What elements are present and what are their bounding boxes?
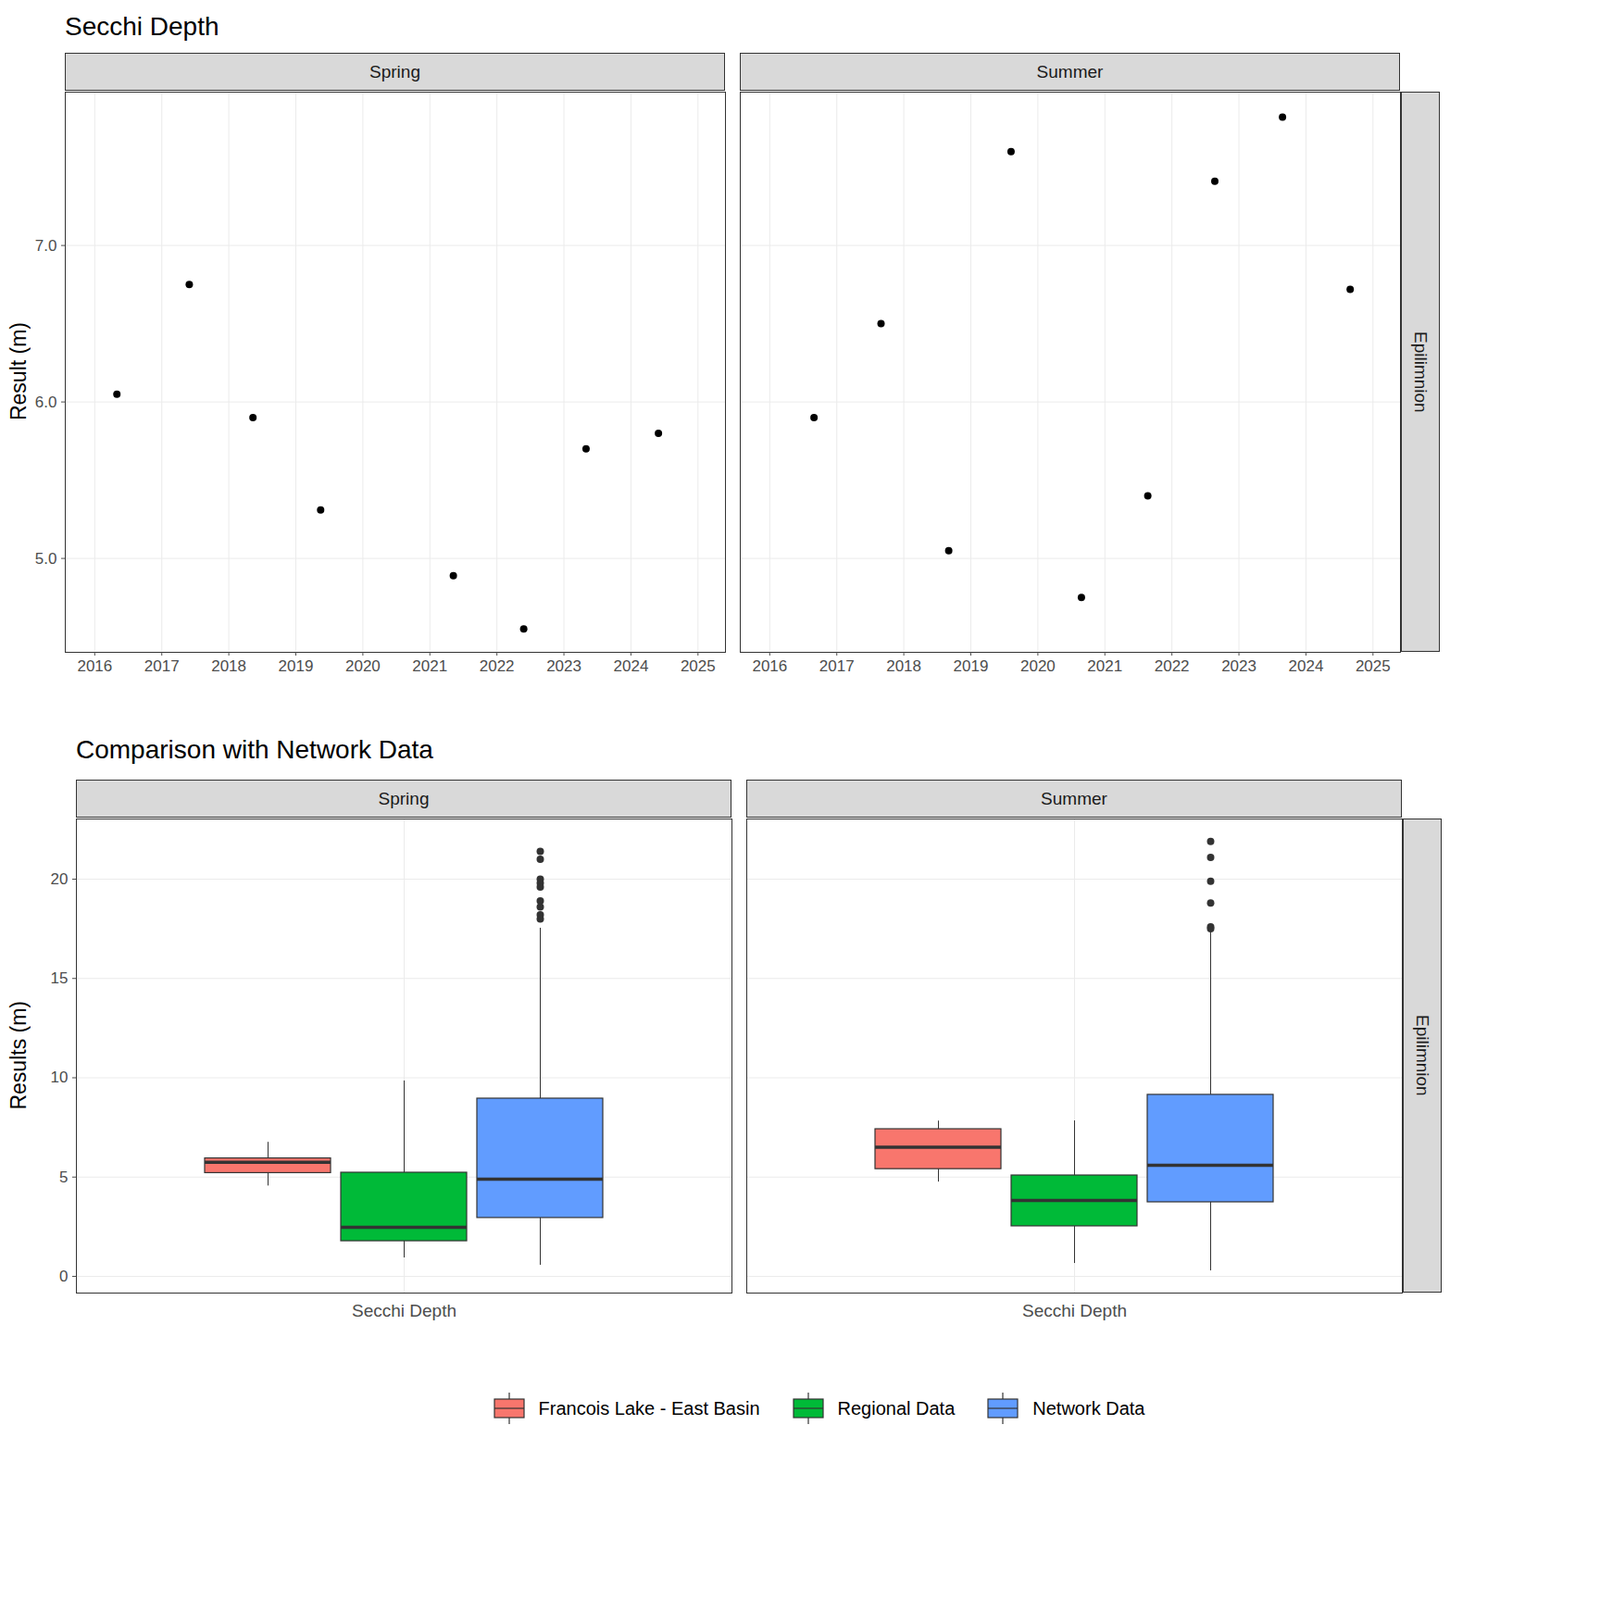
svg-text:2023: 2023 xyxy=(1221,657,1257,675)
svg-text:0: 0 xyxy=(59,1267,68,1286)
svg-text:Secchi Depth: Secchi Depth xyxy=(1022,1300,1127,1321)
html-text:Francois Lake - East Basin: Francois Lake - East Basin xyxy=(538,1397,760,1419)
svg-text:2023: 2023 xyxy=(546,657,582,675)
svg-text:2019: 2019 xyxy=(278,657,314,675)
svg-text:2022: 2022 xyxy=(1154,657,1190,675)
svg-text:2018: 2018 xyxy=(211,657,247,675)
html-text:Epilimnion: Epilimnion xyxy=(1412,1015,1433,1097)
html-text:Result (m): Result (m) xyxy=(6,322,31,421)
html-text:Network Data: Network Data xyxy=(1032,1397,1145,1419)
html-text:Summer: Summer xyxy=(1036,61,1104,82)
svg-text:2024: 2024 xyxy=(1288,657,1325,675)
html-text:Results (m): Results (m) xyxy=(6,1001,31,1110)
html-text:Secchi Depth: Secchi Depth xyxy=(64,11,219,41)
svg-text:2020: 2020 xyxy=(345,657,381,675)
svg-text:15: 15 xyxy=(50,969,69,988)
html-text:Regional Data: Regional Data xyxy=(837,1397,955,1419)
svg-text:7.0: 7.0 xyxy=(35,237,58,255)
svg-text:2017: 2017 xyxy=(819,657,855,675)
svg-text:2019: 2019 xyxy=(953,657,989,675)
svg-text:2020: 2020 xyxy=(1020,657,1056,675)
svg-text:5.0: 5.0 xyxy=(35,550,58,568)
svg-text:2021: 2021 xyxy=(1087,657,1123,675)
html-text:Comparison with Network Data: Comparison with Network Data xyxy=(75,735,434,764)
svg-text:2025: 2025 xyxy=(680,657,716,675)
svg-text:2016: 2016 xyxy=(751,657,788,675)
svg-text:20: 20 xyxy=(50,870,69,888)
svg-text:2022: 2022 xyxy=(479,657,515,675)
svg-text:2025: 2025 xyxy=(1355,657,1391,675)
svg-text:2016: 2016 xyxy=(76,657,113,675)
svg-text:2021: 2021 xyxy=(412,657,448,675)
html-text:Spring: Spring xyxy=(378,788,430,808)
svg-text:6.0: 6.0 xyxy=(35,393,58,412)
svg-text:5: 5 xyxy=(59,1168,68,1187)
svg-text:2024: 2024 xyxy=(613,657,650,675)
html-text:Epilimnion: Epilimnion xyxy=(1411,331,1431,413)
svg-text:10: 10 xyxy=(50,1068,69,1087)
svg-text:2017: 2017 xyxy=(144,657,180,675)
svg-text:Secchi Depth: Secchi Depth xyxy=(351,1300,457,1321)
html-text:Summer: Summer xyxy=(1040,788,1108,808)
svg-text:2018: 2018 xyxy=(886,657,922,675)
html-text:Spring: Spring xyxy=(369,61,421,82)
